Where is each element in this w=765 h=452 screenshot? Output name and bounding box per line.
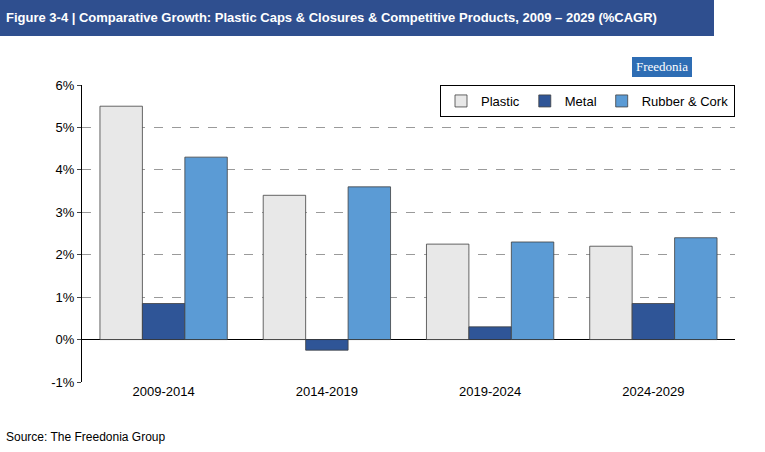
html-text:Freedonia: Freedonia [636,59,688,74]
svg-text:2%: 2% [56,247,75,262]
svg-text:Metal: Metal [565,94,597,109]
svg-text:2009-2014: 2009-2014 [133,384,195,399]
svg-text:Plastic: Plastic [481,94,520,109]
html-text:Figure 3-4 | Comparative Growt: Figure 3-4 | Comparative Growth: Plastic… [6,10,657,25]
svg-text:2014-2019: 2014-2019 [296,384,358,399]
svg-text:1%: 1% [56,290,75,305]
svg-text:2024-2029: 2024-2029 [622,384,684,399]
html-text:Source: The Freedonia Group: Source: The Freedonia Group [6,430,166,444]
svg-text:0%: 0% [56,332,75,347]
svg-text:Rubber & Cork: Rubber & Cork [642,94,728,109]
svg-text:3%: 3% [56,205,75,220]
svg-text:-1%: -1% [51,375,75,390]
svg-text:5%: 5% [56,120,75,135]
svg-text:4%: 4% [56,162,75,177]
svg-text:6%: 6% [56,78,75,93]
svg-text:2019-2024: 2019-2024 [459,384,521,399]
